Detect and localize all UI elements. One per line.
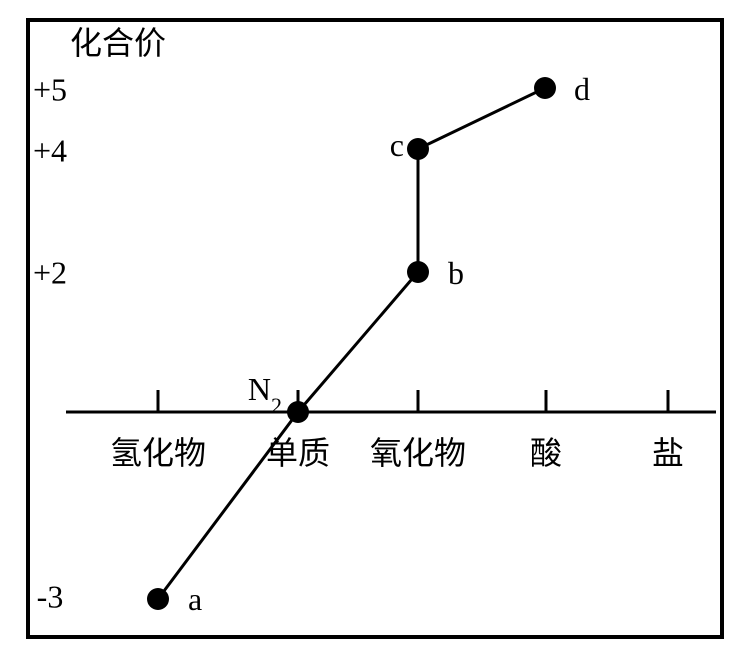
- data-point-b: [407, 261, 429, 283]
- x-tick-label: 盐: [652, 435, 684, 471]
- data-point-label-b: b: [448, 255, 464, 291]
- y-axis-title: 化合价: [70, 25, 166, 61]
- data-point-label-a: a: [188, 581, 202, 617]
- y-tick-label: -3: [37, 578, 64, 614]
- data-point-d: [534, 77, 556, 99]
- y-tick-label: +5: [33, 71, 67, 107]
- data-point-label-c: c: [390, 127, 404, 163]
- x-tick-label: 氧化物: [370, 435, 466, 471]
- data-point-N2: [287, 401, 309, 423]
- data-point-c: [407, 138, 429, 160]
- data-point-label-d: d: [574, 71, 590, 107]
- x-tick-label: 酸: [530, 435, 562, 471]
- x-tick-label: 氢化物: [110, 435, 206, 471]
- chart-background: [0, 0, 750, 657]
- valence-chart: 氢化物单质氧化物酸盐化合价+5+4+2-3aN2bcd: [0, 0, 750, 657]
- y-tick-label: +4: [33, 132, 67, 168]
- data-point-a: [147, 588, 169, 610]
- y-tick-label: +2: [33, 254, 67, 290]
